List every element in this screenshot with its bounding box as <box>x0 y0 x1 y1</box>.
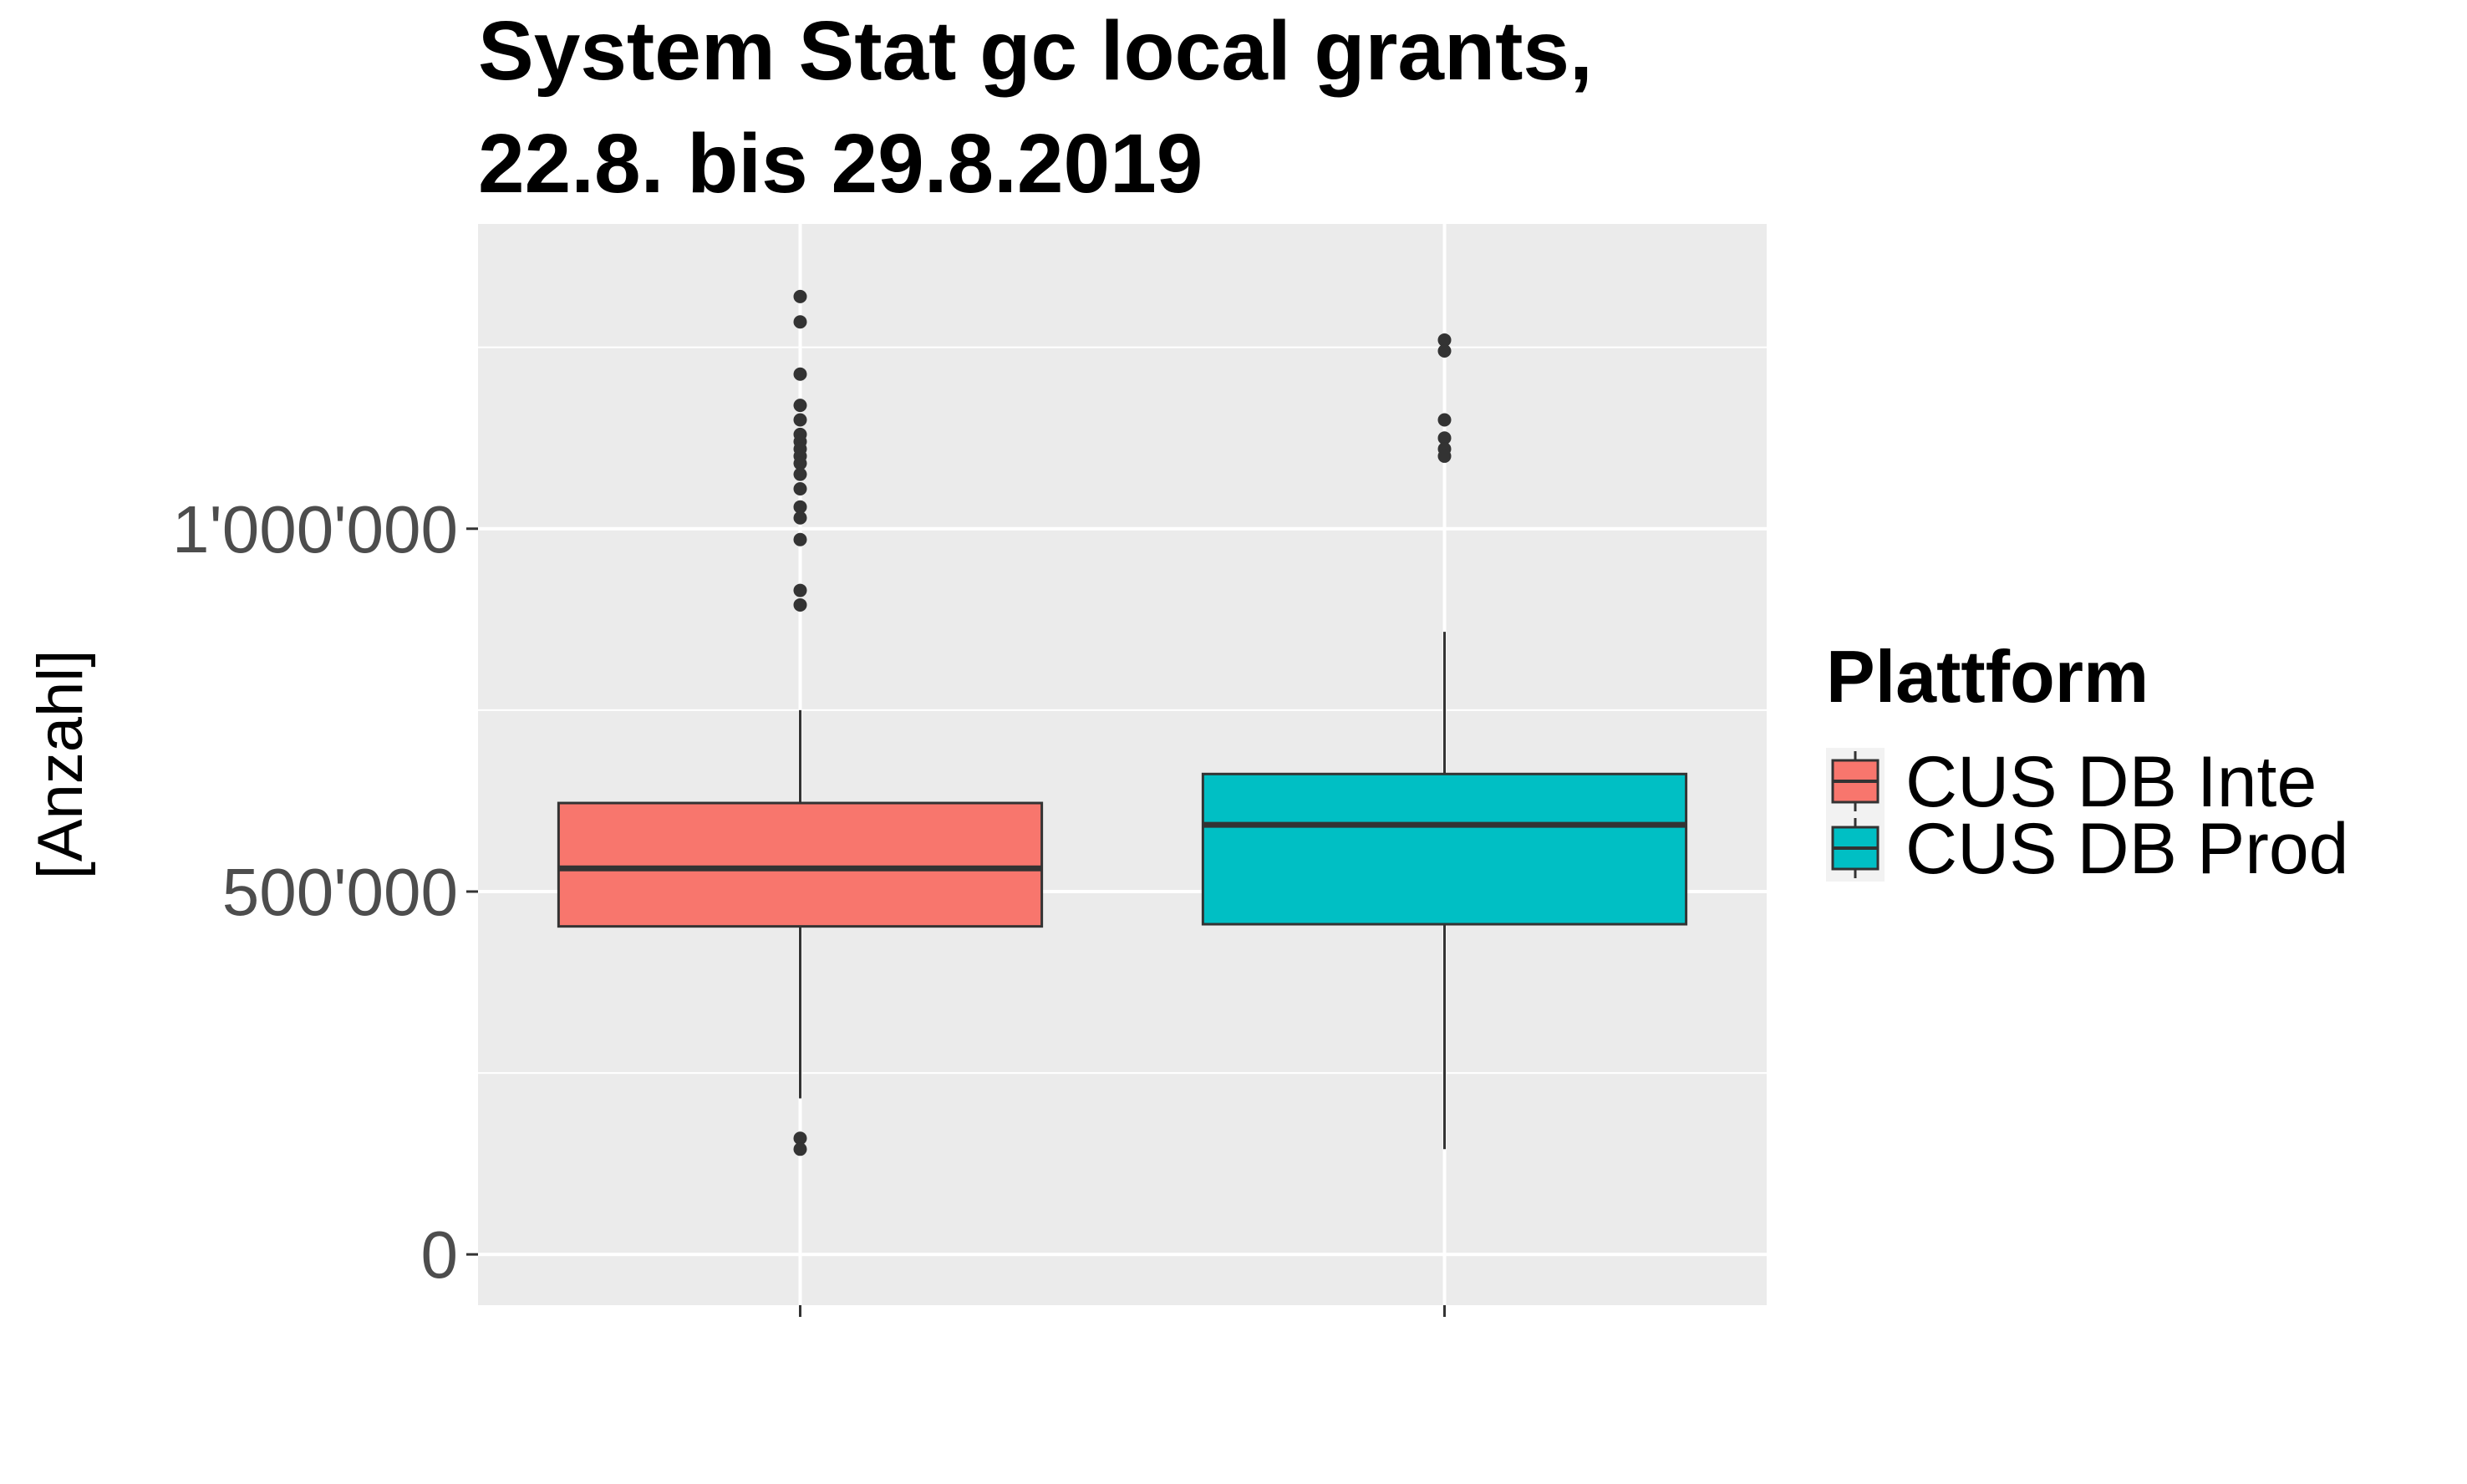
outlier-point <box>793 367 807 381</box>
y-tick-label: 1'000'000 <box>172 492 458 567</box>
outlier-point <box>793 315 807 329</box>
legend-item-1: CUS DB Inte <box>1826 742 2317 822</box>
box-1 <box>557 289 1044 1156</box>
y-axis: 0 500'000 1'000'000 <box>172 492 478 1292</box>
outlier-point <box>793 289 807 303</box>
y-tick-label: 0 <box>421 1217 459 1292</box>
outlier-point <box>793 456 807 470</box>
legend-item-2: CUS DB Prod <box>1826 809 2349 889</box>
outlier-point <box>793 481 807 496</box>
outlier-point <box>1437 449 1452 463</box>
box-2 <box>1201 333 1688 1150</box>
outlier-point <box>1437 413 1452 427</box>
outlier-point <box>1437 431 1452 445</box>
outlier-point <box>793 1131 807 1146</box>
boxes <box>557 289 1688 1156</box>
box-iqr <box>557 801 1044 928</box>
outlier-point <box>793 583 807 597</box>
outlier-point <box>793 500 807 514</box>
outlier-point <box>793 399 807 413</box>
legend-item-label: CUS DB Inte <box>1905 742 2317 822</box>
outlier-point <box>1437 343 1452 358</box>
x-axis <box>799 1305 1446 1317</box>
y-axis-label: [Anzahl] <box>25 650 96 880</box>
plot-panel <box>478 224 1767 1305</box>
outlier-point <box>793 413 807 427</box>
outlier-point <box>793 597 807 612</box>
y-tick-label: 500'000 <box>222 855 458 929</box>
chart-title-line-2: 22.8. bis 29.8.2019 <box>478 117 1203 211</box>
chart-title-line-1: System Stat gc local grants, <box>478 4 1593 98</box>
box-iqr <box>1201 772 1688 926</box>
legend-title: Plattform <box>1826 635 2149 718</box>
legend-item-label: CUS DB Prod <box>1905 809 2349 889</box>
outlier-point <box>793 532 807 546</box>
chart-title: System Stat gc local grants, 22.8. bis 2… <box>478 4 1593 211</box>
outlier-point <box>793 511 807 525</box>
outlier-point <box>793 467 807 481</box>
outlier-point <box>1437 333 1452 347</box>
outlier-point <box>793 1142 807 1156</box>
